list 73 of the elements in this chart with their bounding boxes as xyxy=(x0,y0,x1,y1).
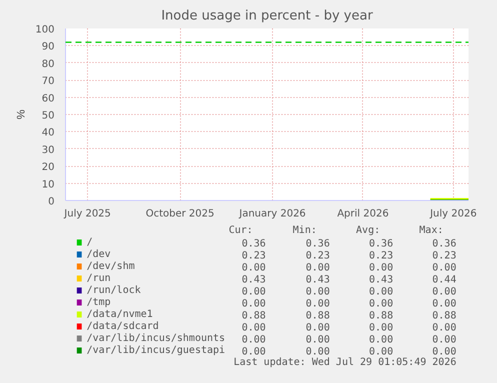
legend-label: /tmp xyxy=(86,297,111,308)
text: 0.00 xyxy=(306,322,330,334)
text: 0.00 xyxy=(306,334,330,346)
text: Cur: xyxy=(228,225,253,236)
text: 0.00 xyxy=(369,334,394,346)
text: 0.44 xyxy=(432,274,456,286)
y-tick-label: 60 xyxy=(42,93,55,104)
y-tick-label: 40 xyxy=(42,128,55,139)
legend-label: /dev/shm xyxy=(86,261,135,272)
text: 0.36 xyxy=(306,238,330,250)
y-tick-label: 50 xyxy=(42,110,55,122)
y-tick-label: 10 xyxy=(42,179,55,190)
legend-label: /run xyxy=(86,273,111,284)
legend-label: /run/lock xyxy=(86,285,141,296)
text: 0.23 xyxy=(432,250,456,262)
y-tick-label: 80 xyxy=(42,58,55,70)
legend-label: /var/lib/incus/guestapi xyxy=(86,345,226,356)
text: 0.23 xyxy=(306,250,330,262)
text: 0.00 xyxy=(306,346,330,358)
text: 0.00 xyxy=(242,334,266,346)
y-tick-label: 20 xyxy=(42,162,55,174)
x-tick-label: April 2026 xyxy=(337,208,389,220)
x-tick-label: January 2026 xyxy=(238,208,306,220)
text: 0.00 xyxy=(432,346,456,358)
text: 0.00 xyxy=(306,298,330,310)
y-tick-label: 30 xyxy=(42,144,55,156)
text: 0.88 xyxy=(369,310,394,322)
text: 0.00 xyxy=(242,286,266,298)
text: 0.00 xyxy=(369,322,394,334)
text: 0.23 xyxy=(369,250,394,262)
legend-label: /dev xyxy=(86,249,111,260)
y-tick-label: 70 xyxy=(42,76,55,88)
text: 0.00 xyxy=(369,286,394,298)
y-tick-label: 100 xyxy=(35,24,55,36)
text: 0.23 xyxy=(242,250,266,262)
text: Avg: xyxy=(356,225,380,236)
text: 0.00 xyxy=(432,298,456,310)
text: 0.43 xyxy=(369,274,394,286)
text: 0.88 xyxy=(306,310,330,322)
text: 0.88 xyxy=(242,310,266,322)
text: Min: xyxy=(292,225,317,236)
text: 0.36 xyxy=(432,238,456,250)
text: 0.00 xyxy=(432,322,456,334)
text: 0.88 xyxy=(432,310,456,322)
text: 0.00 xyxy=(242,346,266,358)
legend-label: /data/sdcard xyxy=(86,321,159,332)
y-axis-title: % xyxy=(15,109,28,120)
text: 0.00 xyxy=(369,298,394,310)
text: 0.00 xyxy=(432,286,456,298)
text: 0.00 xyxy=(432,262,456,274)
x-tick-label: July 2026 xyxy=(429,208,477,220)
chart-title: Inode usage in percent - by year xyxy=(161,8,374,24)
text: 0.00 xyxy=(242,322,266,334)
text: Max: xyxy=(419,225,444,236)
text: 0.00 xyxy=(432,334,456,346)
text: 0.36 xyxy=(369,238,394,250)
text: 0.00 xyxy=(306,286,330,298)
text: 0.00 xyxy=(369,262,394,274)
text: 0.00 xyxy=(306,262,330,274)
text: Last update: Wed Jul 29 01:05:49 2026 xyxy=(234,357,456,368)
y-tick-label: 90 xyxy=(42,42,55,53)
x-tick-label: October 2025 xyxy=(146,208,214,220)
text: 0.00 xyxy=(369,346,394,358)
legend-label: /data/nvme1 xyxy=(86,309,153,320)
text: 0.00 xyxy=(242,298,266,310)
x-tick-label: July 2025 xyxy=(63,208,111,220)
legend-label: / xyxy=(86,237,93,248)
text: 0.43 xyxy=(306,274,330,286)
text: 0.36 xyxy=(242,238,266,250)
text: 0.43 xyxy=(242,274,266,286)
legend-label: /var/lib/incus/shmounts xyxy=(86,333,226,344)
text: 0.00 xyxy=(242,262,266,274)
y-tick-label: 0 xyxy=(48,196,55,208)
